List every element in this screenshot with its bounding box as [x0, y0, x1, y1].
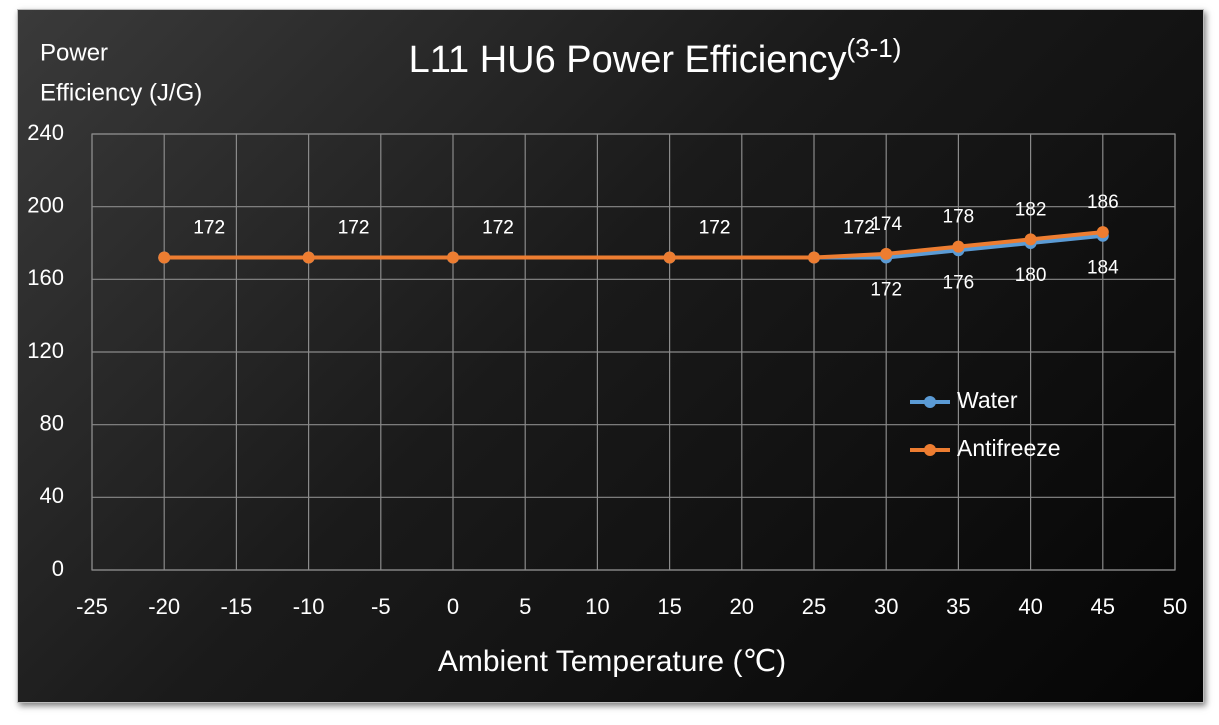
x-tick-label: -15 [221, 594, 253, 619]
x-tick-label: 20 [730, 594, 754, 619]
y-tick-label: 0 [52, 556, 64, 581]
title-superscript: (3-1) [847, 33, 902, 63]
x-tick-label: 40 [1018, 594, 1042, 619]
x-tick-label: 35 [946, 594, 970, 619]
x-tick-label: 15 [657, 594, 681, 619]
title-main: L11 HU6 Power Efficiency [409, 39, 847, 81]
data-label: 172 [193, 218, 225, 239]
point [663, 251, 676, 264]
point [880, 247, 893, 260]
x-tick-label: 10 [585, 594, 609, 619]
data-label: 172 [843, 218, 875, 239]
data-label: 182 [1015, 199, 1047, 220]
data-label: 172 [870, 280, 902, 301]
x-tick-label: 50 [1163, 594, 1187, 619]
data-label: 172 [338, 218, 370, 239]
x-tick-label: 25 [802, 594, 826, 619]
data-label: 172 [482, 218, 514, 239]
data-label: 186 [1087, 192, 1119, 213]
legend-marker [924, 444, 936, 456]
plot-border [91, 133, 1176, 571]
x-tick-label: 30 [874, 594, 898, 619]
legend-label: Antifreeze [957, 435, 1061, 461]
data-label: 172 [482, 218, 514, 239]
data-label: 172 [699, 218, 731, 239]
x-tick-label: -25 [76, 594, 108, 619]
x-tick-label: -10 [293, 594, 325, 619]
data-label: 176 [943, 272, 975, 293]
data-label: 172 [338, 218, 370, 239]
point [158, 251, 171, 264]
point [808, 251, 820, 264]
data-label: 172 [193, 218, 225, 239]
chart-background [17, 9, 1204, 703]
y-tick-label: 80 [40, 410, 64, 435]
data-label: 174 [870, 214, 902, 235]
point [302, 251, 315, 264]
x-tick-label: 5 [519, 594, 531, 619]
legend-label: Water [957, 387, 1018, 413]
data-label: 172 [699, 218, 731, 239]
x-tick-label: 45 [1091, 594, 1115, 619]
y-tick-label: 200 [27, 192, 64, 217]
y-tick-label: 160 [27, 265, 64, 290]
y-tick-label: 240 [27, 120, 64, 145]
chart-title: L11 HU6 Power Efficiency(3-1) [409, 33, 902, 81]
y-axis-label: Efficiency (J/G) [40, 79, 202, 106]
y-tick-label: 120 [27, 338, 64, 363]
point [447, 251, 459, 264]
data-label: 180 [1015, 265, 1047, 286]
y-axis-label: Power [40, 39, 108, 66]
x-axis-label: Ambient Temperature (℃) [438, 645, 786, 678]
data-label: 172 [843, 218, 875, 239]
point [1096, 226, 1109, 239]
x-tick-label: 0 [447, 594, 459, 619]
x-tick-label: -20 [148, 594, 180, 619]
x-tick-label: -5 [371, 594, 391, 619]
point [952, 240, 965, 253]
data-label: 184 [1087, 258, 1119, 279]
legend-marker [924, 396, 936, 408]
data-label: 178 [943, 207, 975, 228]
y-tick-label: 40 [40, 483, 64, 508]
point [1024, 233, 1037, 246]
